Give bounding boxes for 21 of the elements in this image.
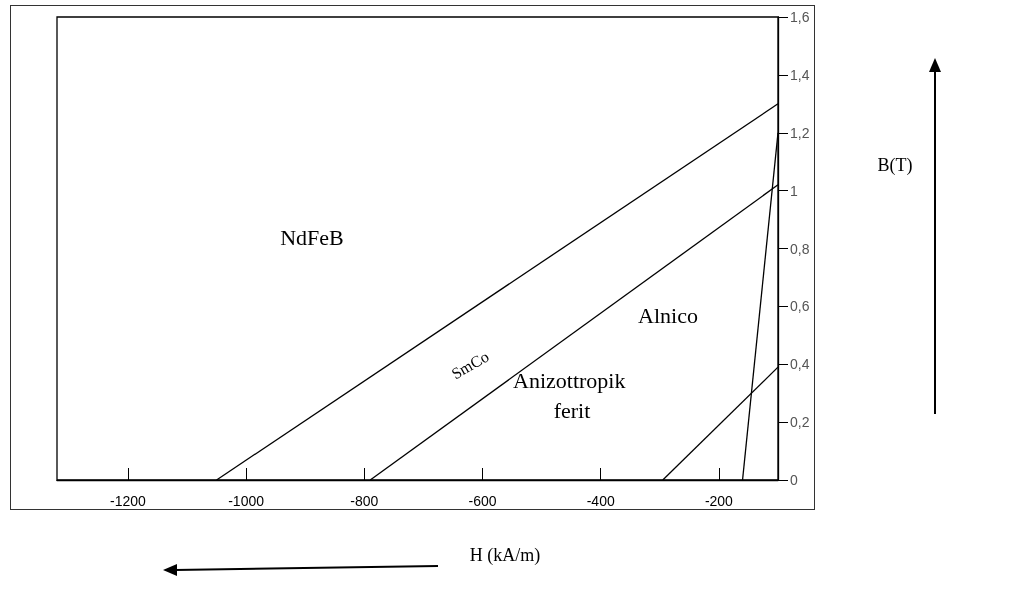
annotation: Alnico (638, 302, 698, 328)
annotation: SmCo (448, 347, 492, 383)
y-axis-title: B(T) (877, 155, 913, 176)
y-tick-label: 0 (790, 472, 798, 488)
x-axis-title: H (kA/m) (469, 545, 541, 566)
x-tick-label: -1200 (110, 493, 147, 509)
y-tick-label: 1,2 (790, 124, 810, 141)
y-tick-label: 1 (790, 182, 798, 199)
y-tick-label: 0,2 (790, 414, 810, 431)
y-tick-label: 1,6 (790, 9, 810, 25)
annotation: NdFeB (280, 224, 344, 250)
x-tick-label: -400 (586, 493, 615, 509)
x-tick-label: -200 (704, 493, 734, 509)
annotation: Anizottropik ferit (513, 367, 631, 423)
x-tick-label: -1000 (228, 493, 265, 509)
y-tick-label: 0,4 (790, 356, 810, 373)
y-tick-label: 0,8 (790, 240, 810, 257)
x-tick-label: -800 (350, 493, 379, 509)
x-tick-label: -600 (468, 493, 497, 509)
y-tick-label: 1,4 (790, 66, 810, 83)
y-tick-label: 0,6 (790, 298, 810, 315)
